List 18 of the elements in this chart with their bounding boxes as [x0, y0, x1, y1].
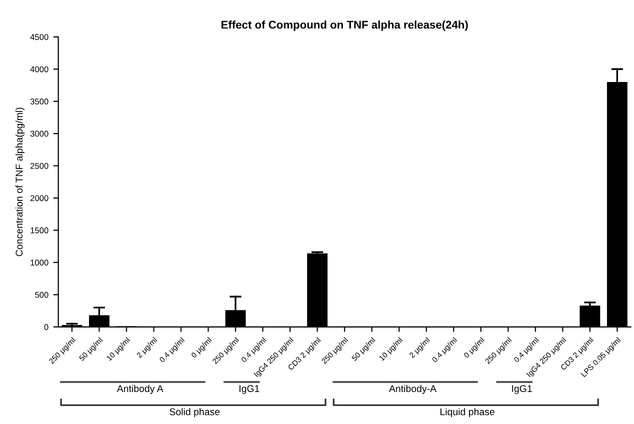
- y-tick-label: 0: [44, 324, 48, 330]
- y-tick-label: 1500: [30, 227, 48, 234]
- y-tick-label: 2500: [30, 162, 48, 169]
- text: IgG1: [512, 385, 532, 394]
- text: IgG1: [240, 385, 260, 394]
- y-tick-label: 2000: [30, 195, 48, 202]
- text: Antibody A: [116, 384, 164, 394]
- chart-title: Effect of Compound on TNF alpha release(24h): [222, 20, 468, 31]
- y-tick-label: 4000: [30, 66, 48, 72]
- y-tick-label: 3000: [30, 130, 48, 137]
- text: Solid phase: [170, 408, 220, 418]
- y-tick-label: 500: [35, 292, 48, 298]
- y-tick-label: 3500: [30, 98, 48, 104]
- text: Liquid phase: [440, 408, 494, 418]
- y-tick-label: 1000: [30, 260, 48, 266]
- y-axis-title: Concentration of TNF alpha(pg/ml): [15, 108, 25, 256]
- text: Antibody-A: [388, 384, 436, 394]
- y-tick-label: 4500: [30, 34, 48, 40]
